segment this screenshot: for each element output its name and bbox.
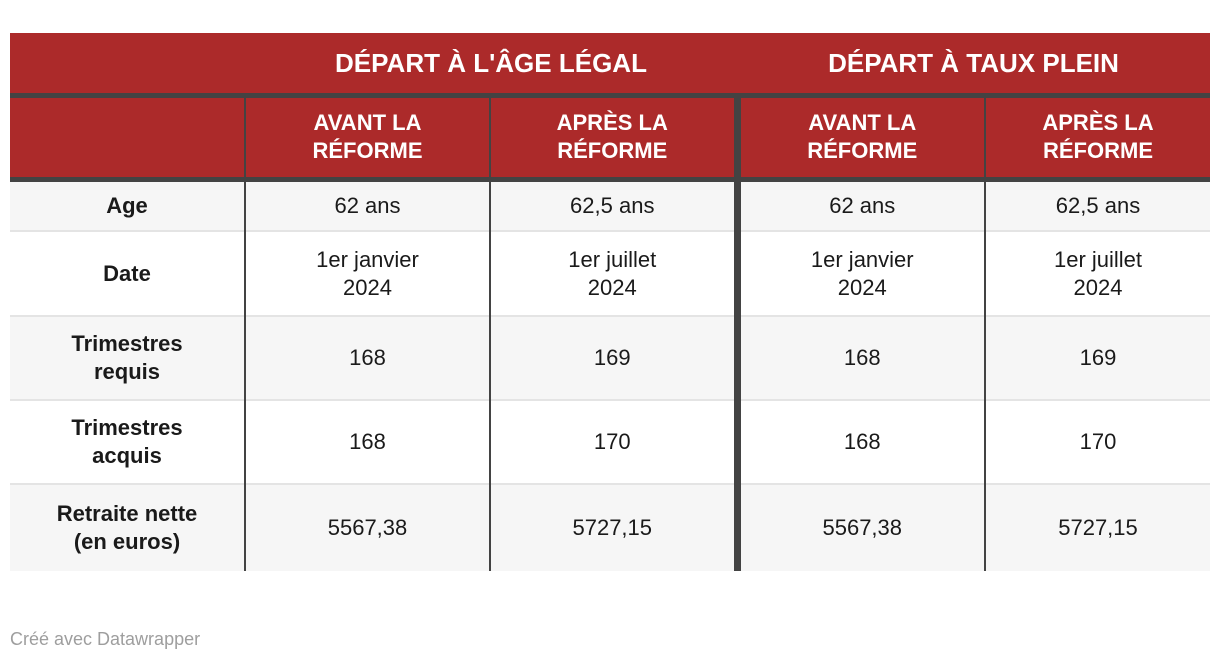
row-trimestres-requis: Trimestres requis 168 169 168 169 xyxy=(10,315,1211,400)
subheader-avant-legal: AVANT LA RÉFORME xyxy=(244,95,490,182)
cell-requis-avant-plein: 168 xyxy=(733,315,985,400)
row-date: Date 1er janvier 2024 1er juillet 2024 1… xyxy=(10,230,1211,316)
cell-retraite-avant-plein: 5567,38 xyxy=(733,483,985,571)
cell-date-avant-plein: 1er janvier 2024 xyxy=(733,230,985,316)
group-header-taux-plein: DÉPART À TAUX PLEIN xyxy=(737,33,1211,98)
group-header-row: DÉPART À L'ÂGE LÉGAL DÉPART À TAUX PLEIN xyxy=(10,33,1211,98)
subheader-avant-plein: AVANT LA RÉFORME xyxy=(733,95,985,182)
cell-age-avant-legal: 62 ans xyxy=(244,179,490,231)
subheader-apres-legal: APRÈS LA RÉFORME xyxy=(489,95,737,182)
row-trimestres-acquis: Trimestres acquis 168 170 168 170 xyxy=(10,399,1211,484)
row-retraite-nette: Retraite nette (en euros) 5567,38 5727,1… xyxy=(10,483,1211,571)
row-label-trimestres-requis: Trimestres requis xyxy=(10,315,245,400)
sub-header-row: AVANT LA RÉFORME APRÈS LA RÉFORME AVANT … xyxy=(10,95,1211,182)
cell-age-apres-plein: 62,5 ans xyxy=(983,179,1211,231)
cell-age-apres-legal: 62,5 ans xyxy=(489,179,737,231)
cell-acquis-apres-plein: 170 xyxy=(983,399,1211,484)
cell-acquis-avant-legal: 168 xyxy=(244,399,490,484)
pension-comparison-table: DÉPART À L'ÂGE LÉGAL DÉPART À TAUX PLEIN… xyxy=(10,33,1211,571)
cell-acquis-avant-plein: 168 xyxy=(733,399,985,484)
cell-date-avant-legal: 1er janvier 2024 xyxy=(244,230,490,316)
subheader-corner-cell xyxy=(10,95,245,182)
cell-acquis-apres-legal: 170 xyxy=(489,399,737,484)
corner-cell xyxy=(10,33,245,98)
group-header-age-legal: DÉPART À L'ÂGE LÉGAL xyxy=(245,33,737,98)
cell-requis-apres-legal: 169 xyxy=(489,315,737,400)
cell-retraite-avant-legal: 5567,38 xyxy=(244,483,490,571)
cell-retraite-apres-plein: 5727,15 xyxy=(983,483,1211,571)
datawrapper-attribution-link[interactable]: Créé avec Datawrapper xyxy=(10,629,201,649)
cell-requis-avant-legal: 168 xyxy=(244,315,490,400)
row-label-date: Date xyxy=(10,230,245,316)
subheader-apres-plein: APRÈS LA RÉFORME xyxy=(983,95,1211,182)
cell-age-avant-plein: 62 ans xyxy=(733,179,985,231)
row-label-retraite-nette: Retraite nette (en euros) xyxy=(10,483,245,571)
cell-date-apres-legal: 1er juillet 2024 xyxy=(489,230,737,316)
row-label-age: Age xyxy=(106,192,148,218)
row-age: Age 62 ans 62,5 ans 62 ans 62,5 ans xyxy=(10,179,1211,231)
cell-requis-apres-plein: 169 xyxy=(983,315,1211,400)
cell-date-apres-plein: 1er juillet 2024 xyxy=(983,230,1211,316)
cell-retraite-apres-legal: 5727,15 xyxy=(489,483,737,571)
row-label-trimestres-acquis: Trimestres acquis xyxy=(10,399,245,484)
